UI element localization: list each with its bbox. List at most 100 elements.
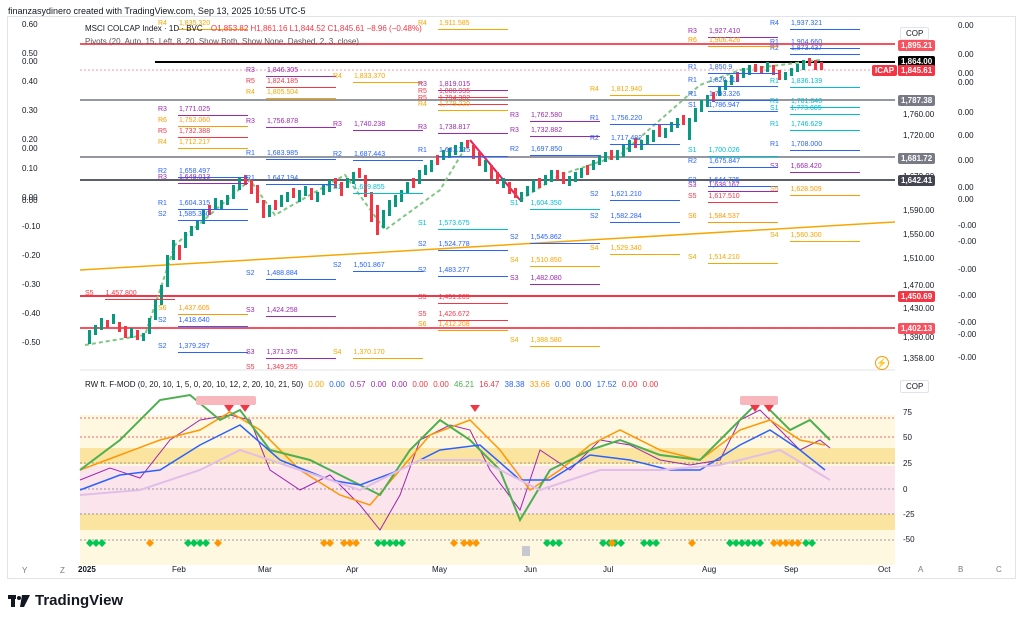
pivot-level-label: R4 1,712.217 (158, 139, 248, 149)
time-axis-label: Sep (784, 565, 799, 574)
pivot-level-value: 1,529.340 (610, 245, 642, 252)
left-axis-tick: 0.40 (22, 77, 38, 86)
pivot-level-value: 1,700.026 (708, 147, 740, 154)
signal-diamond (352, 539, 360, 547)
left-axis-zero: 0.00 (22, 144, 38, 153)
pivot-level-label: S4 1,388.580 (510, 337, 600, 347)
bottom-z-label[interactable]: Z (60, 566, 65, 575)
pivot-level-name: S3 (246, 349, 255, 356)
percent-axis-tick: -0.00 (958, 221, 977, 230)
signal-diamond (92, 539, 100, 547)
signal-diamond (802, 539, 810, 547)
osc-markers (196, 396, 778, 556)
pivot-level-name: R1 (246, 175, 255, 182)
signal-diamond (392, 539, 400, 547)
signal-diamond (599, 539, 607, 547)
pivot-level-label: R1 1,708.000 (770, 141, 860, 151)
pivot-level-value: 1,819.015 (438, 81, 471, 88)
pivot-level-label: R5 1,808.935 (418, 88, 508, 98)
bottom-right-button[interactable]: C (996, 565, 1002, 574)
pivot-level-value: 1,412.208 (438, 321, 470, 328)
oscillator-value: 0.00 (640, 380, 659, 389)
pivot-level-label: S4 1,510.850 (510, 257, 600, 267)
pivot-level-label: R3 1,819.015 (418, 81, 508, 91)
oscillator-value: 46.21 (451, 380, 475, 389)
pivot-level-label: R2 1,717.482 (590, 135, 680, 145)
time-axis-label: Jul (603, 565, 614, 574)
pivot-level-label: S5 1,617.510 (688, 193, 778, 203)
signal-diamond (738, 539, 746, 547)
oscillator-value: 17.52 (594, 380, 617, 389)
pivot-level-label: S4 1,514.210 (688, 254, 778, 264)
time-axis-label: 2025 (78, 565, 96, 574)
pivot-level-name: S4 (688, 254, 697, 261)
oscillator-axis-tick: 75 (903, 408, 912, 417)
pivot-level-name: R1 (688, 91, 697, 98)
pivot-level-value: 1,756.878 (266, 118, 299, 125)
signal-diamond (543, 539, 551, 547)
pivot-level-value: 1,779.220 (438, 101, 471, 108)
pivot-level-label: R1 1,836.139 (770, 78, 860, 88)
pivot-level-value: 1,514.210 (708, 254, 740, 261)
pivot-level-value: 1,911.585 (438, 20, 470, 27)
percent-axis-tick: 0.00 (958, 69, 974, 78)
price-axis-tick: 1,550.00 (903, 230, 935, 239)
signal-diamond (756, 539, 764, 547)
price-tag: 1,787.38 (898, 95, 936, 106)
pivot-level-label: R1 1,793.326 (688, 91, 778, 101)
bottom-right-button[interactable]: A (918, 565, 924, 574)
pivot-level-value: 1,545.862 (530, 234, 562, 241)
pivot-level-label: S6 1,412.208 (418, 321, 508, 331)
pivot-level-value: 1,482.080 (530, 275, 562, 282)
pivot-level-label: R4 1,805.504 (246, 89, 336, 99)
pivot-level-label: S4 1,560.300 (770, 232, 860, 242)
percent-axis-tick: -0.00 (958, 330, 977, 339)
percent-axis-tick: -0.00 (958, 291, 977, 300)
pivot-level-value: 1,826.110 (708, 77, 740, 84)
pivot-level-label: S5 1,457.800 (85, 290, 175, 300)
pivot-level-label: R4 1,937.321 (770, 20, 860, 30)
pivot-level-name: S2 (510, 234, 519, 241)
pivot-level-name: R5 (158, 128, 167, 135)
price-axis-tick: 1,760.00 (903, 110, 935, 119)
pivot-level-label: R1 1,756.220 (590, 115, 680, 125)
pivot-level-name: S5 (418, 311, 427, 318)
lightning-icon[interactable]: ⚡ (875, 356, 889, 370)
signal-diamond (652, 539, 660, 547)
pivot-level-value: 1,451.205 (438, 294, 470, 301)
pivot-level-label: R2 1,873.437 (770, 45, 860, 55)
pivot-level-name: S6 (688, 213, 697, 220)
oscillator-legend[interactable]: RW ft. F-MOD (0, 20, 10, 1, 5, 0, 20, 10… (85, 380, 658, 389)
pivot-level-name: R2 (333, 151, 342, 158)
pivot-level-value: 1,824.185 (266, 78, 299, 85)
signal-diamond (770, 539, 778, 547)
oscillator-axis-tick: -50 (903, 535, 915, 544)
symbol-title[interactable]: MSCI COLCAP Index · 1D · BVC (85, 24, 203, 33)
pivot-level-label: S6 1,437.605 (158, 305, 248, 315)
pivot-level-label: R1 1,826.110 (688, 77, 778, 87)
pivot-level-name: S1 (418, 220, 427, 227)
signal-diamond (782, 539, 790, 547)
signal-diamond (466, 539, 474, 547)
currency-label-osc[interactable]: COP (900, 380, 930, 393)
currency-label-main[interactable]: COP (900, 27, 930, 40)
pivot-level-label: S6 1,584.537 (688, 213, 778, 223)
signal-diamond (688, 539, 696, 547)
pivot-level-label: R4 1,779.220 (418, 101, 508, 111)
pivot-level-value: 1,773.605 (790, 105, 822, 112)
pivot-level-value: 1,752.060 (178, 117, 211, 124)
time-axis-label: Apr (346, 565, 359, 574)
pivot-level-name: S1 (333, 184, 342, 191)
percent-axis-tick: -0.00 (958, 318, 977, 327)
symbol-legend[interactable]: MSCI COLCAP Index · 1D · BVC O1,853.82 H… (85, 24, 422, 33)
pivot-level-label: R1 1,904.660 (770, 39, 860, 49)
price-tag: ICAP (872, 65, 898, 76)
pivots-legend[interactable]: Pivots (20, Auto, 15, Left, 8, 20, Show … (85, 37, 359, 46)
bottom-left-label[interactable]: Y (22, 566, 28, 575)
pivot-level-label: S5 1,426.672 (418, 311, 508, 321)
left-axis-tick: 0.20 (22, 135, 38, 144)
bottom-right-button[interactable]: B (958, 565, 964, 574)
pivot-level-name: R1 (590, 115, 599, 122)
oscillator-value: 0.00 (327, 380, 345, 389)
